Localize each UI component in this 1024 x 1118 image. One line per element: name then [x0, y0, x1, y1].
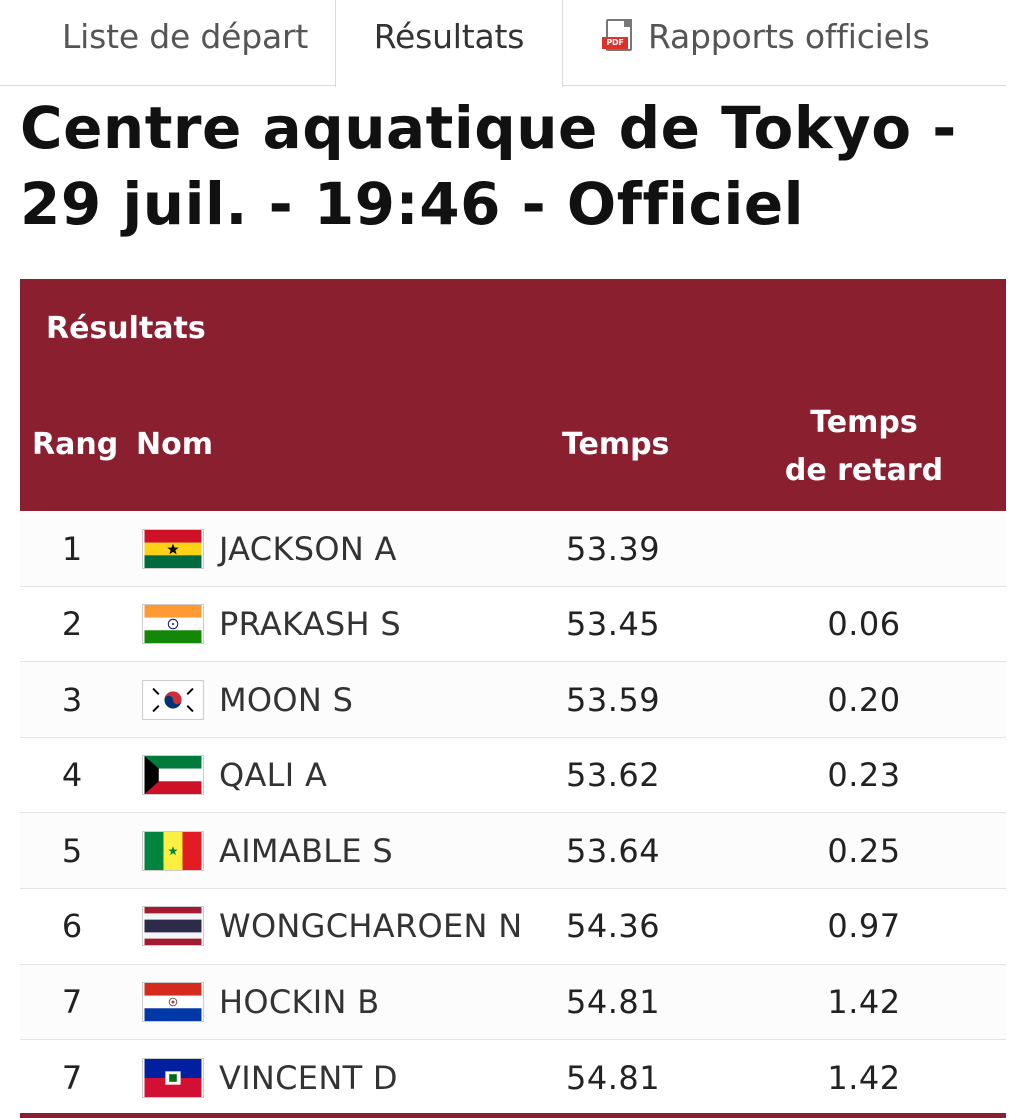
table-row: 1 JACKSON A 53.39: [20, 511, 1006, 587]
paraguay-flag: [142, 965, 206, 1040]
time-behind-cell: 0.06: [827, 605, 901, 644]
rank-cell: 3: [61, 680, 83, 719]
column-header-time-behind-line1: Temps: [810, 405, 918, 440]
rank-cell: 7: [61, 983, 83, 1022]
time-cell: 53.45: [566, 605, 661, 644]
table-row: 2 PRAKASH S 53.45 0.06: [20, 586, 1006, 663]
table-bottom-border: [20, 1113, 1006, 1118]
results-table-header: Résultats Rang Nom Temps Temps de retard: [20, 279, 1006, 511]
time-cell: 53.64: [566, 831, 661, 870]
column-header-time-behind-line2: de retard: [784, 453, 944, 488]
column-header-time: Temps: [562, 427, 670, 462]
thailand-flag: [142, 889, 206, 964]
time-cell: 53.39: [566, 529, 661, 568]
name-cell[interactable]: WONGCHAROEN N: [219, 907, 523, 946]
column-header-time-behind: Temps de retard: [764, 399, 964, 495]
page-title: Centre aquatique de Tokyo - 29 juil. - 1…: [20, 94, 957, 238]
rank-cell: 4: [61, 756, 83, 795]
table-row: 5 AIMABLE S 53.64 0.25: [20, 813, 1006, 889]
rank-cell: 6: [61, 907, 83, 946]
rank-cell: 5: [61, 831, 83, 870]
rank-cell: 1: [61, 529, 83, 568]
time-behind-cell: 0.25: [827, 831, 901, 870]
ghana-flag: [142, 511, 206, 586]
name-cell[interactable]: PRAKASH S: [219, 605, 401, 644]
time-cell: 54.81: [566, 1058, 661, 1097]
column-header-name: Nom: [136, 427, 213, 462]
time-behind-cell: [764, 511, 964, 586]
results-table-body: 1 JACKSON A 53.39 2 PRAKASH S 53.45 0.06 3 MOON …: [20, 511, 1006, 1116]
time-behind-cell: 1.42: [827, 1058, 901, 1097]
south-korea-flag: [142, 662, 206, 737]
india-flag: [142, 587, 206, 662]
rank-cell: 2: [61, 605, 83, 644]
results-heading: Résultats: [46, 311, 206, 346]
tab-results[interactable]: Résultats: [335, 0, 563, 87]
name-cell[interactable]: VINCENT D: [219, 1058, 398, 1097]
time-behind-cell: 1.42: [827, 983, 901, 1022]
table-row: 7 HOCKIN B 54.81 1.42: [20, 964, 1006, 1041]
kuwait-flag: [142, 738, 206, 813]
haiti-flag: [142, 1040, 206, 1115]
tab-bar: Liste de départ Résultats PDF Rapports o…: [0, 0, 1006, 87]
name-cell[interactable]: AIMABLE S: [219, 831, 394, 870]
time-behind-cell: 0.97: [827, 907, 901, 946]
time-behind-cell: 0.20: [827, 680, 901, 719]
name-cell[interactable]: HOCKIN B: [219, 983, 380, 1022]
rank-cell: 7: [61, 1058, 83, 1097]
tab-start-list[interactable]: Liste de départ: [62, 16, 309, 56]
table-row: 6 WONGCHAROEN N 54.36 0.97: [20, 888, 1006, 965]
tab-official-reports[interactable]: PDF Rapports officiels: [602, 0, 930, 72]
results-table: Résultats Rang Nom Temps Temps de retard…: [20, 279, 1006, 1116]
time-cell: 54.81: [566, 983, 661, 1022]
time-cell: 53.59: [566, 680, 661, 719]
time-cell: 54.36: [566, 907, 661, 946]
name-cell[interactable]: MOON S: [219, 680, 354, 719]
time-cell: 53.62: [566, 756, 661, 795]
tab-official-reports-label: Rapports officiels: [648, 16, 930, 56]
name-cell[interactable]: QALI A: [219, 756, 328, 795]
senegal-flag: [142, 813, 206, 888]
column-header-rank: Rang: [32, 427, 119, 462]
pdf-icon: PDF: [602, 19, 636, 53]
table-row: 3 MOON S 53.59 0.20: [20, 662, 1006, 738]
pdf-tag: PDF: [602, 37, 628, 49]
name-cell[interactable]: JACKSON A: [219, 529, 397, 568]
table-row: 7 VINCENT D 54.81 1.42: [20, 1040, 1006, 1116]
table-row: 4 QALI A 53.62 0.23: [20, 737, 1006, 814]
time-behind-cell: 0.23: [827, 756, 901, 795]
